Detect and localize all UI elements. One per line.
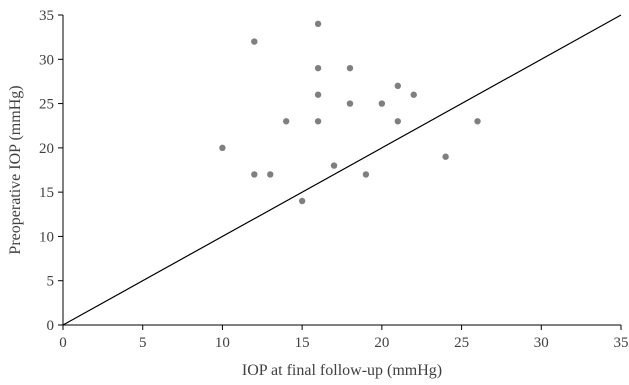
- data-point: [251, 171, 258, 178]
- x-tick-label: 10: [215, 335, 230, 351]
- y-axis-title: Preoperative IOP (mmHg): [7, 85, 24, 254]
- data-point: [219, 144, 226, 152]
- data-point: [362, 171, 370, 178]
- data-point: [346, 100, 354, 107]
- data-point: [442, 153, 449, 160]
- y-tick-label: 15: [39, 185, 54, 201]
- data-point: [474, 118, 481, 125]
- x-ticks: 0 5 10 15 20 25 30 35: [59, 325, 629, 351]
- data-point: [330, 162, 338, 169]
- reference-line-group: [62, 14, 622, 326]
- data-point: [346, 64, 354, 72]
- data-point: [314, 20, 322, 28]
- data-point: [394, 82, 401, 90]
- x-tick-label: 25: [454, 335, 469, 351]
- data-point: [314, 64, 322, 72]
- y-ticks: 0 5 10 15 20 25 30 35: [39, 8, 63, 334]
- data-point: [378, 100, 386, 107]
- data-point: [298, 197, 306, 205]
- y-tick-label: 20: [39, 141, 54, 157]
- x-axis-title: IOP at final follow-up (mmHg): [242, 362, 442, 379]
- data-point: [314, 91, 322, 98]
- axes: [62, 15, 621, 326]
- data-point: [251, 38, 258, 45]
- y-tick-label: 10: [39, 229, 54, 245]
- x-tick-label: 35: [614, 335, 629, 351]
- x-tick-label: 5: [139, 335, 147, 351]
- data-point: [394, 118, 401, 125]
- data-point: [410, 91, 417, 98]
- x-tick-label: 30: [534, 335, 549, 351]
- y-tick-label: 25: [39, 97, 54, 113]
- identity-reference-line: [62, 14, 622, 326]
- y-tick-label: 35: [39, 8, 54, 24]
- data-points: [219, 20, 481, 205]
- data-point: [267, 171, 274, 178]
- y-tick-label: 5: [47, 274, 55, 290]
- x-tick-label: 15: [295, 335, 310, 351]
- data-point: [283, 118, 290, 125]
- x-tick-label: 20: [374, 335, 389, 351]
- x-tick-label: 0: [59, 335, 67, 351]
- y-tick-label: 0: [47, 318, 55, 334]
- y-tick-label: 30: [39, 52, 54, 68]
- data-point: [314, 118, 322, 125]
